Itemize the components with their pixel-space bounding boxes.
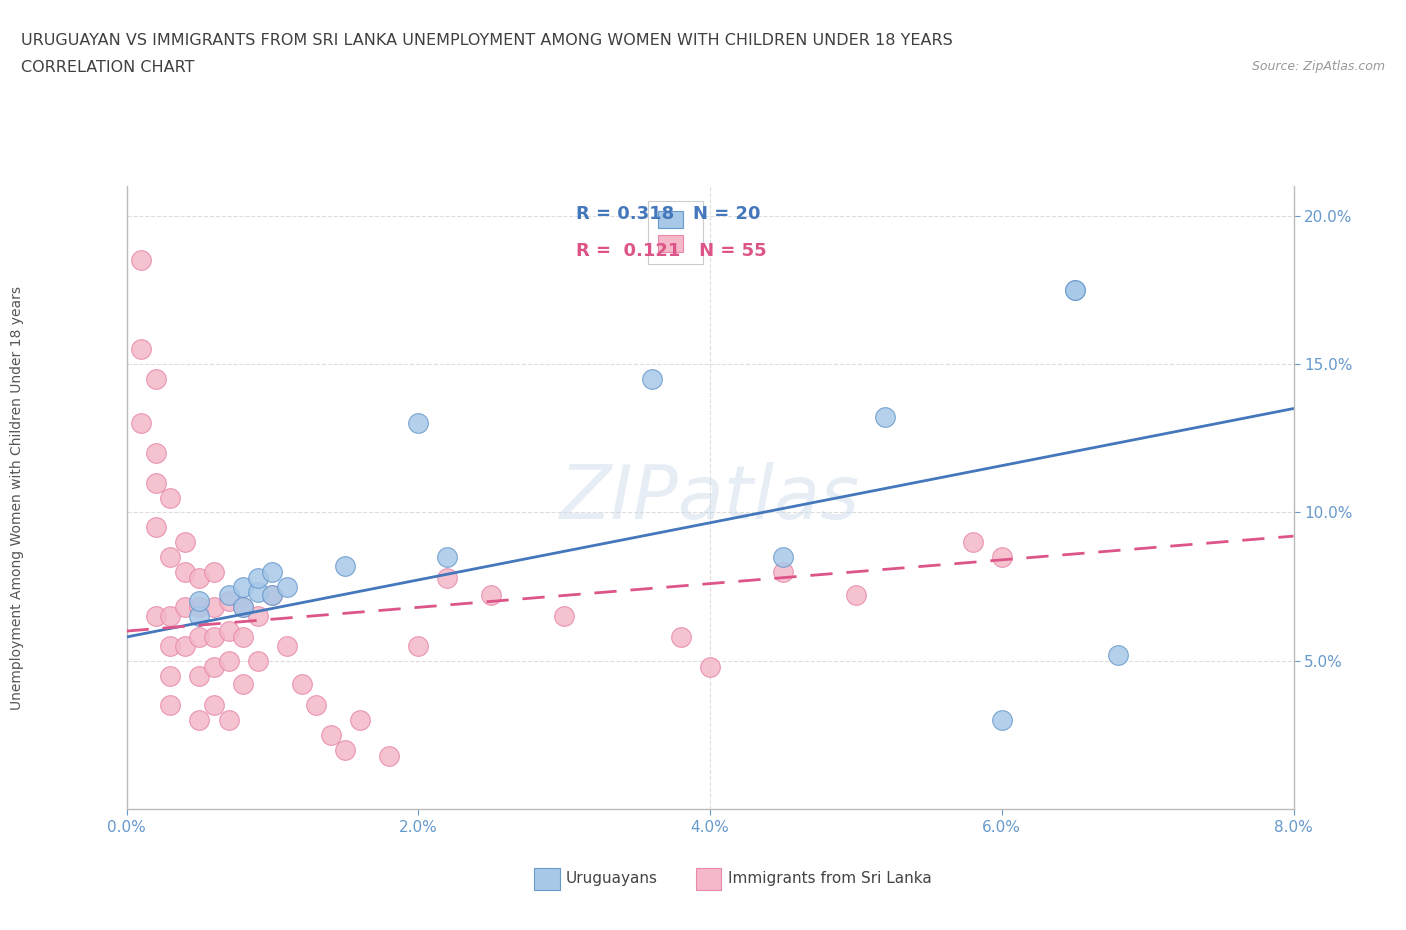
Point: [262, 588, 284, 603]
Point: [246, 653, 269, 668]
Text: Unemployment Among Women with Children Under 18 years: Unemployment Among Women with Children U…: [10, 286, 24, 710]
Point: [232, 579, 254, 594]
Text: Immigrants from Sri Lanka: Immigrants from Sri Lanka: [728, 871, 932, 886]
Point: [232, 677, 254, 692]
Point: [188, 630, 211, 644]
Point: [378, 749, 401, 764]
Point: [290, 677, 312, 692]
Text: R =  0.121   N = 55: R = 0.121 N = 55: [576, 243, 766, 260]
Point: [202, 698, 225, 712]
Point: [174, 600, 197, 615]
Point: [772, 565, 794, 579]
Point: [188, 594, 211, 609]
Text: CORRELATION CHART: CORRELATION CHART: [21, 60, 194, 75]
Text: Uruguayans: Uruguayans: [565, 871, 657, 886]
Point: [246, 570, 269, 585]
Point: [553, 609, 575, 624]
Point: [159, 639, 181, 654]
Point: [408, 416, 430, 431]
Point: [262, 565, 284, 579]
Point: [990, 712, 1012, 727]
Point: [202, 630, 225, 644]
Point: [962, 535, 984, 550]
Point: [159, 550, 181, 565]
Point: [305, 698, 328, 712]
Point: [129, 416, 152, 431]
Point: [479, 588, 502, 603]
Point: [145, 445, 167, 460]
Point: [246, 585, 269, 600]
Point: [408, 639, 430, 654]
Point: [232, 600, 254, 615]
Point: [335, 558, 357, 573]
Point: [174, 565, 197, 579]
Point: [129, 253, 152, 268]
Point: [188, 668, 211, 683]
Point: [335, 742, 357, 757]
Legend: , : ,: [648, 201, 703, 263]
Point: [436, 570, 458, 585]
Point: [669, 630, 692, 644]
Point: [174, 535, 197, 550]
Point: [145, 520, 167, 535]
Point: [202, 565, 225, 579]
Point: [218, 712, 240, 727]
Point: [188, 609, 211, 624]
Point: [873, 410, 897, 425]
Point: [772, 550, 794, 565]
Point: [640, 371, 664, 386]
Point: [188, 712, 211, 727]
Point: [1063, 283, 1085, 298]
Point: [699, 659, 721, 674]
Point: [202, 600, 225, 615]
Text: R = 0.318   N = 20: R = 0.318 N = 20: [576, 205, 761, 223]
Point: [845, 588, 868, 603]
Point: [145, 475, 167, 490]
Point: [145, 609, 167, 624]
Text: Source: ZipAtlas.com: Source: ZipAtlas.com: [1251, 60, 1385, 73]
Point: [159, 609, 181, 624]
Point: [145, 371, 167, 386]
Point: [436, 550, 458, 565]
Point: [218, 594, 240, 609]
Point: [246, 609, 269, 624]
Point: [990, 550, 1012, 565]
Point: [276, 579, 298, 594]
Text: ZIPatlas: ZIPatlas: [560, 461, 860, 534]
Point: [159, 668, 181, 683]
Point: [159, 698, 181, 712]
Point: [188, 600, 211, 615]
Point: [202, 659, 225, 674]
Point: [262, 588, 284, 603]
Point: [276, 639, 298, 654]
Point: [1063, 283, 1085, 298]
Point: [174, 639, 197, 654]
Point: [349, 712, 371, 727]
Point: [129, 341, 152, 356]
Text: URUGUAYAN VS IMMIGRANTS FROM SRI LANKA UNEMPLOYMENT AMONG WOMEN WITH CHILDREN UN: URUGUAYAN VS IMMIGRANTS FROM SRI LANKA U…: [21, 33, 953, 47]
Point: [1108, 647, 1130, 662]
Point: [159, 490, 181, 505]
Point: [319, 727, 342, 742]
Point: [232, 630, 254, 644]
Point: [218, 588, 240, 603]
Point: [218, 624, 240, 639]
Point: [232, 600, 254, 615]
Point: [218, 653, 240, 668]
Point: [188, 570, 211, 585]
